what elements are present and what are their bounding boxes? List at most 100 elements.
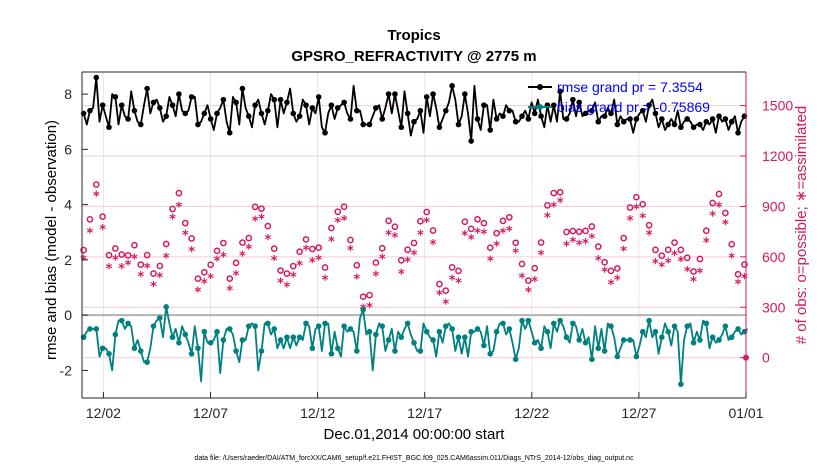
rmse-point (271, 96, 278, 103)
bias-point (550, 320, 557, 327)
rmse-point (633, 116, 640, 122)
obs-possible-point (321, 264, 329, 271)
rmse-point (481, 102, 487, 108)
obs-possible-point (544, 202, 551, 209)
x-tick-label: 12/02 (86, 405, 121, 421)
obs-possible-point (226, 275, 234, 282)
obs-assimilated-point: * (436, 288, 443, 303)
bias-point (462, 334, 468, 341)
obs-assimilated-point: * (296, 259, 303, 274)
bias-point (131, 345, 138, 352)
obs-assimilated-point: * (309, 256, 316, 271)
obs-assimilated-point: * (468, 233, 475, 248)
obs-possible-point (112, 245, 119, 252)
obs-assimilated-point: * (271, 254, 278, 269)
obs-possible-point (493, 229, 500, 237)
bias-point (379, 323, 386, 329)
obs-possible-point (251, 203, 259, 211)
obs-assimilated-point: * (633, 202, 640, 217)
rmse-point (487, 127, 494, 133)
bias-point (404, 320, 411, 327)
obs-assimilated-point: * (589, 232, 596, 247)
y-tick-label: 8 (64, 86, 72, 102)
bias-point (309, 345, 316, 352)
x-axis-label: Dec.01,2014 00:00:00 start (324, 426, 506, 443)
obs-possible-point (347, 236, 354, 244)
legend-swatch-marker (537, 84, 543, 90)
obs-possible-point (613, 265, 621, 272)
y-tick-label: 4 (64, 197, 72, 213)
obs-possible-point (639, 200, 647, 208)
legend-swatch-marker (537, 104, 543, 110)
obs-assimilated-point: * (512, 247, 519, 262)
obs-assimilated-point: * (341, 214, 348, 229)
obs-possible-point (696, 255, 704, 263)
bias-point (722, 323, 729, 329)
obs-assimilated-point: * (106, 262, 113, 277)
obs-possible-point (505, 213, 513, 221)
bias-point (487, 350, 494, 357)
rmse-point (665, 121, 671, 128)
bias-point (245, 323, 252, 329)
bias-point (303, 320, 309, 327)
rmse-point (563, 116, 570, 122)
tick-labels: 12/02 12/07 12/12 12/17 12/22 12/27 01/01 -2 0 2 4… (60, 86, 794, 421)
obs-assimilated-point: * (195, 285, 202, 300)
y2-tick-label: 1500 (762, 98, 793, 114)
obs-possible-point (404, 246, 411, 254)
obs-assimilated-point: * (99, 223, 106, 238)
rmse-point (684, 116, 691, 122)
obs-assimilated-point: * (169, 213, 176, 228)
obs-assimilated-point: * (576, 238, 583, 253)
chart-title: Tropics (387, 27, 440, 44)
obs-possible-point (232, 259, 240, 267)
obs-possible-point (270, 245, 278, 252)
obs-assimilated-point: * (614, 273, 621, 288)
obs-assimilated-point: * (112, 253, 119, 268)
bias-point (525, 317, 532, 324)
obs-assimilated-point: * (163, 251, 170, 266)
obs-possible-point (607, 267, 615, 275)
obs-assimilated-point: * (474, 227, 481, 242)
obs-assimilated-point: * (741, 272, 748, 287)
obs-assimilated-point: * (245, 243, 252, 258)
bias-point (690, 339, 697, 346)
rmse-point (169, 102, 176, 108)
bias-point (506, 326, 513, 332)
obs-assimilated-point: * (372, 270, 379, 285)
rmse-point (500, 113, 506, 120)
obs-assimilated-point: * (487, 255, 494, 270)
bias-point (207, 339, 214, 346)
rmse-point (671, 121, 678, 128)
obs-assimilated-point: * (665, 256, 672, 271)
bias-point (239, 337, 246, 343)
bias-point (87, 326, 93, 332)
obs-assimilated-point: * (677, 255, 684, 270)
rmse-point (430, 91, 436, 97)
obs-assimilated-point: * (620, 245, 627, 260)
obs-possible-point (734, 270, 742, 278)
rmse-point (709, 116, 716, 122)
obs-possible-point (213, 247, 221, 255)
obs-possible-point (563, 228, 570, 236)
rmse-point (265, 107, 271, 114)
obs-assimilated-point: * (703, 236, 710, 251)
obs-possible-point (334, 208, 342, 216)
rmse-point (334, 105, 341, 111)
bias-point (500, 320, 506, 327)
rmse-point (214, 110, 220, 117)
rmse-point (423, 94, 430, 100)
obs-possible-point (340, 203, 348, 211)
obs-assimilated-point: * (334, 216, 341, 231)
x-tick-label: 01/01 (728, 405, 763, 421)
rmse-point (315, 94, 322, 100)
obs-possible-point (277, 267, 284, 274)
legend-entry: bias grand pr = -0.75869 (557, 99, 710, 115)
obs-possible-point (137, 261, 145, 268)
rmse-point (322, 129, 328, 136)
legend: rmse grand pr = 7.3554 bias grand pr = -0… (528, 79, 710, 115)
obs-possible-point (220, 239, 227, 247)
y-axis-label: rmse and bias (model - observation) (43, 120, 60, 360)
bias-point (716, 337, 722, 343)
obs-possible-point (658, 252, 666, 260)
